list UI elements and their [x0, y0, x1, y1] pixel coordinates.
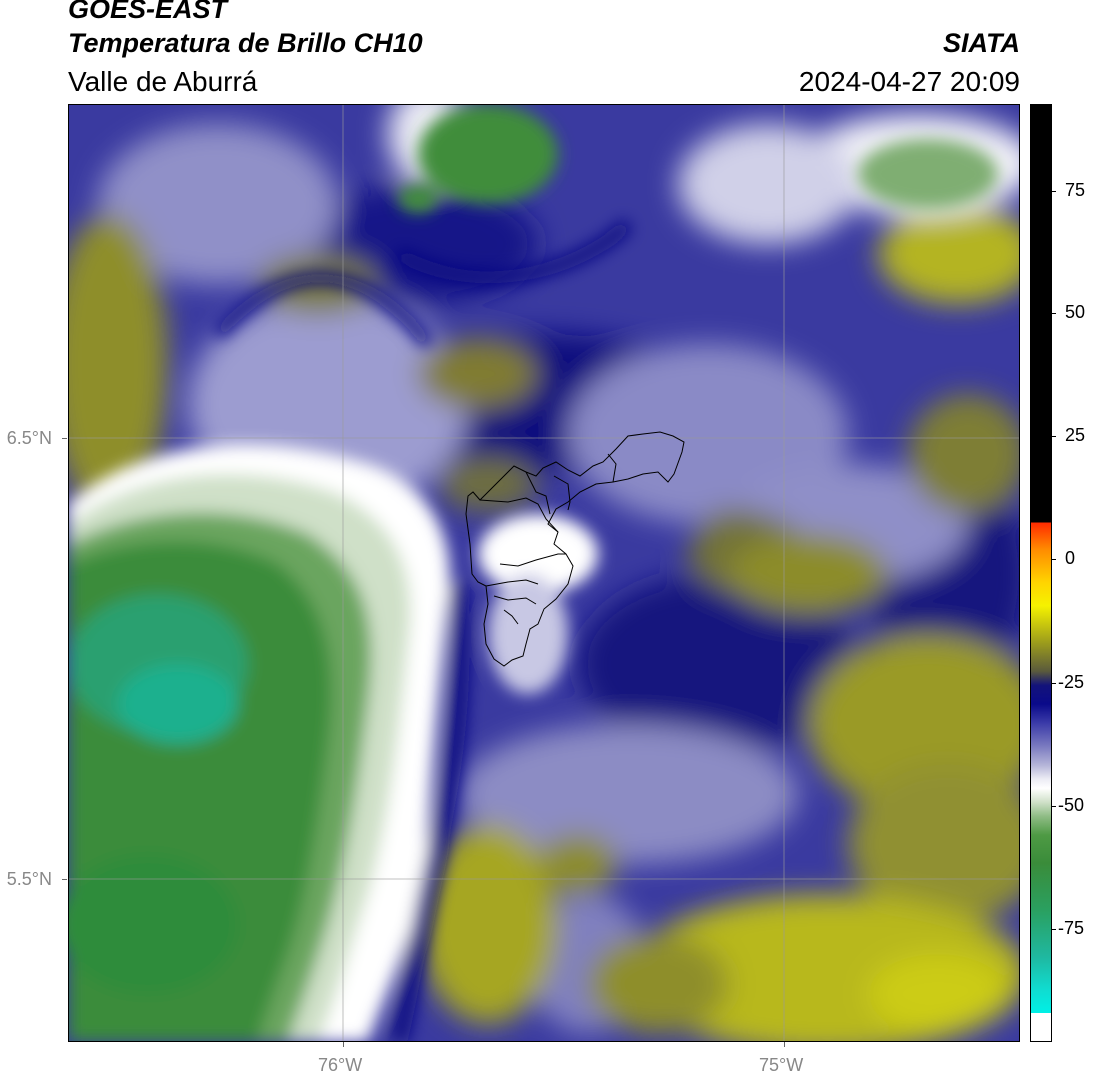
datetime-label: 2024-04-27 20:09 — [798, 66, 1020, 97]
colorbar-label-minus-75: -75 — [1058, 918, 1085, 938]
brightness-temperature-map[interactable] — [68, 104, 1020, 1042]
colorbar-label-25: 25 — [1065, 425, 1086, 445]
texture-layer — [68, 104, 1020, 1042]
colorbar-tick — [1051, 436, 1056, 437]
colorbar-label-minus-50: -50 — [1058, 795, 1085, 815]
region-label: Valle de Aburrá — [68, 66, 258, 97]
colorbar-tick — [1051, 683, 1056, 684]
satellite-title: GOES-EAST — [68, 0, 228, 24]
lon-label-76w: 76°W — [318, 1055, 363, 1075]
lon-tick — [784, 1042, 785, 1047]
colorbar-tick — [1051, 929, 1056, 930]
lon-label-75w: 75°W — [759, 1055, 804, 1075]
colorbar-tick — [1051, 191, 1056, 192]
lon-tick — [343, 1042, 344, 1047]
graticule — [68, 104, 1020, 1042]
institution-label: SIATA — [943, 28, 1020, 58]
product-title: Temperatura de Brillo CH10 — [68, 28, 423, 58]
colorbar-label-0: 0 — [1065, 548, 1076, 568]
aburra-outline — [465, 431, 685, 667]
lat-label-6-5n: 6.5°N — [6, 428, 52, 448]
lat-tick — [62, 438, 67, 439]
colorbar-tick — [1051, 806, 1056, 807]
colorbar-label-50: 50 — [1065, 302, 1086, 322]
lat-tick — [62, 879, 67, 880]
colorbar-label-minus-25: -25 — [1058, 672, 1085, 692]
lat-label-5-5n: 5.5°N — [6, 869, 52, 889]
colorbar-label-75: 75 — [1065, 180, 1086, 200]
colorbar-tick — [1051, 313, 1056, 314]
cold-cloud-layer — [68, 104, 998, 1042]
colorbar-tick — [1051, 559, 1056, 560]
colorbar — [1030, 104, 1052, 1042]
